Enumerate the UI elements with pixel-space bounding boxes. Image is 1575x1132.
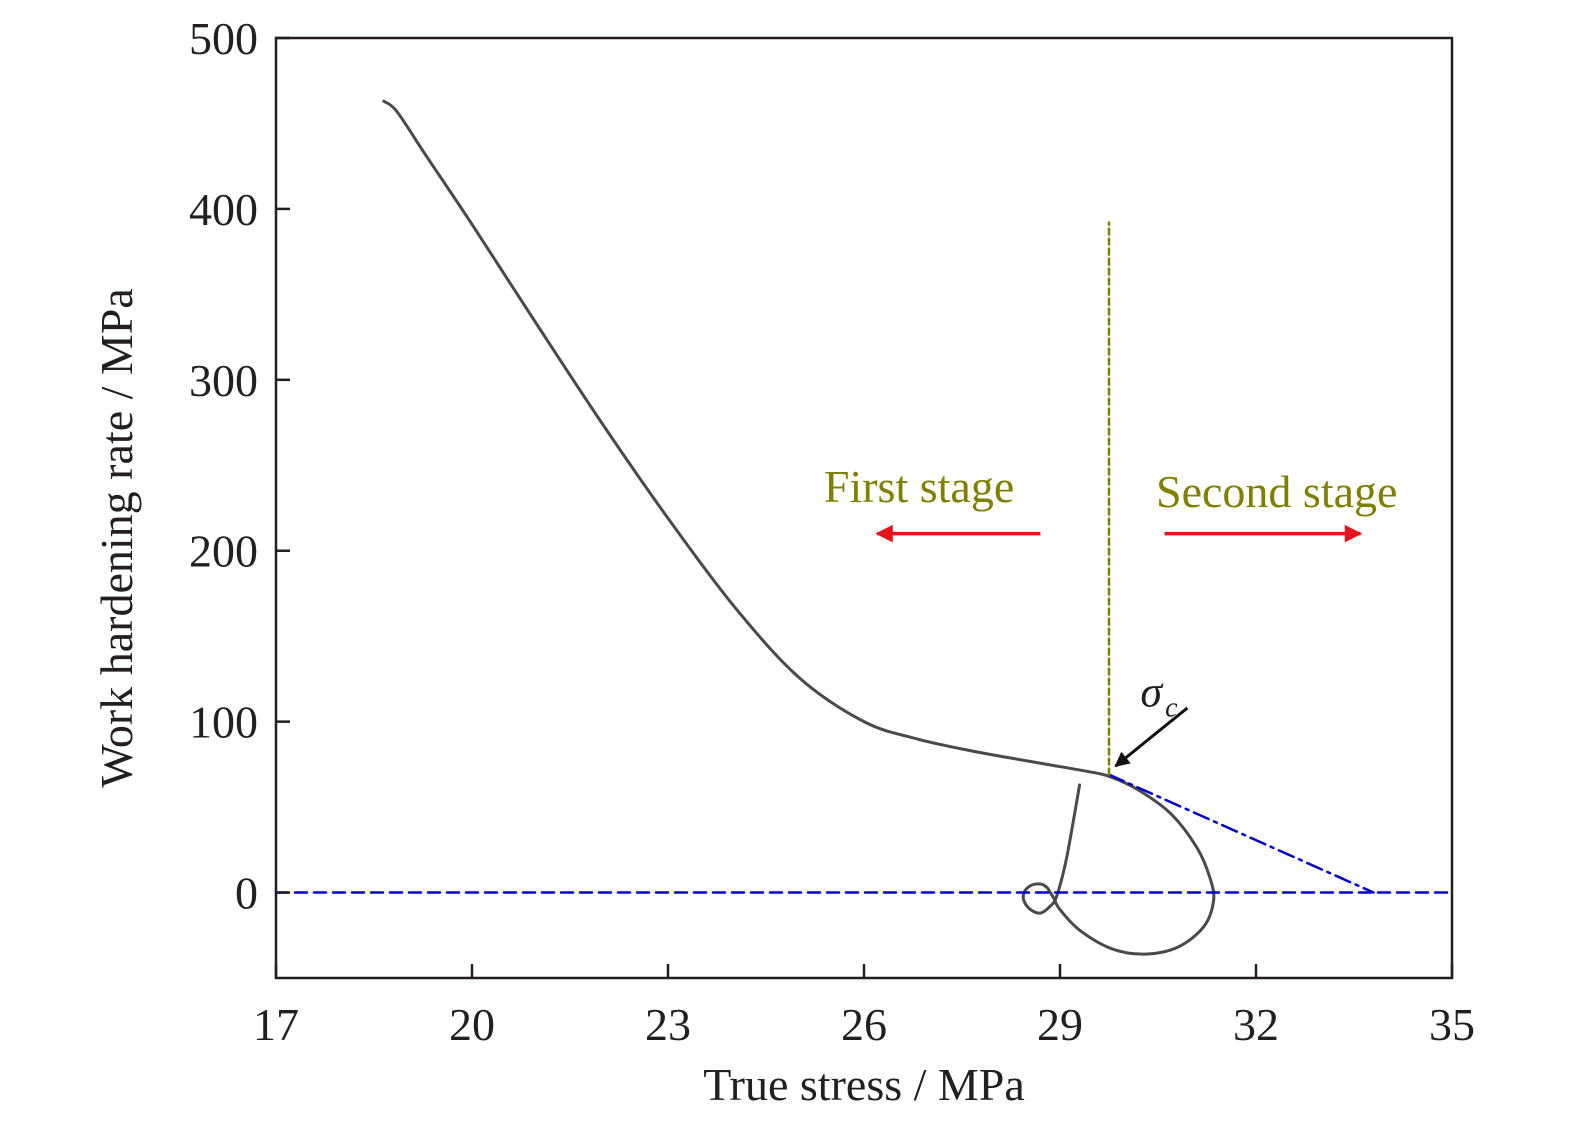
x-tick-label: 32	[1233, 999, 1279, 1050]
x-axis-title: True stress / MPa	[703, 1059, 1025, 1110]
x-tick-label: 20	[449, 999, 495, 1050]
x-tick-label: 17	[253, 999, 299, 1050]
y-tick-label: 0	[235, 868, 258, 919]
second-stage-label: Second stage	[1156, 466, 1397, 517]
series-work-hardening-curve	[382, 99, 1216, 956]
x-tick-label: 35	[1429, 999, 1475, 1050]
y-tick-label: 100	[189, 697, 258, 748]
x-tick-label: 29	[1037, 999, 1083, 1050]
y-axis-title: Work hardening rate / MPa	[91, 288, 142, 788]
axis-ticks: 17 20 23 26 29 32 35 0 100 200 300 400 500	[189, 13, 1475, 1050]
y-tick-label: 200	[189, 526, 258, 577]
x-tick-label: 26	[841, 999, 887, 1050]
y-tick-label: 400	[189, 184, 258, 235]
critical-stress-arrow	[1114, 706, 1189, 768]
x-tick-label: 23	[645, 999, 691, 1050]
series-extrapolation	[1107, 773, 1375, 894]
y-tick-label: 300	[189, 355, 258, 406]
sigma-subscript: c	[1165, 692, 1178, 723]
y-tick-label: 500	[189, 13, 258, 64]
sigma-symbol: σ	[1140, 667, 1164, 716]
first-stage-label: First stage	[824, 461, 1014, 512]
